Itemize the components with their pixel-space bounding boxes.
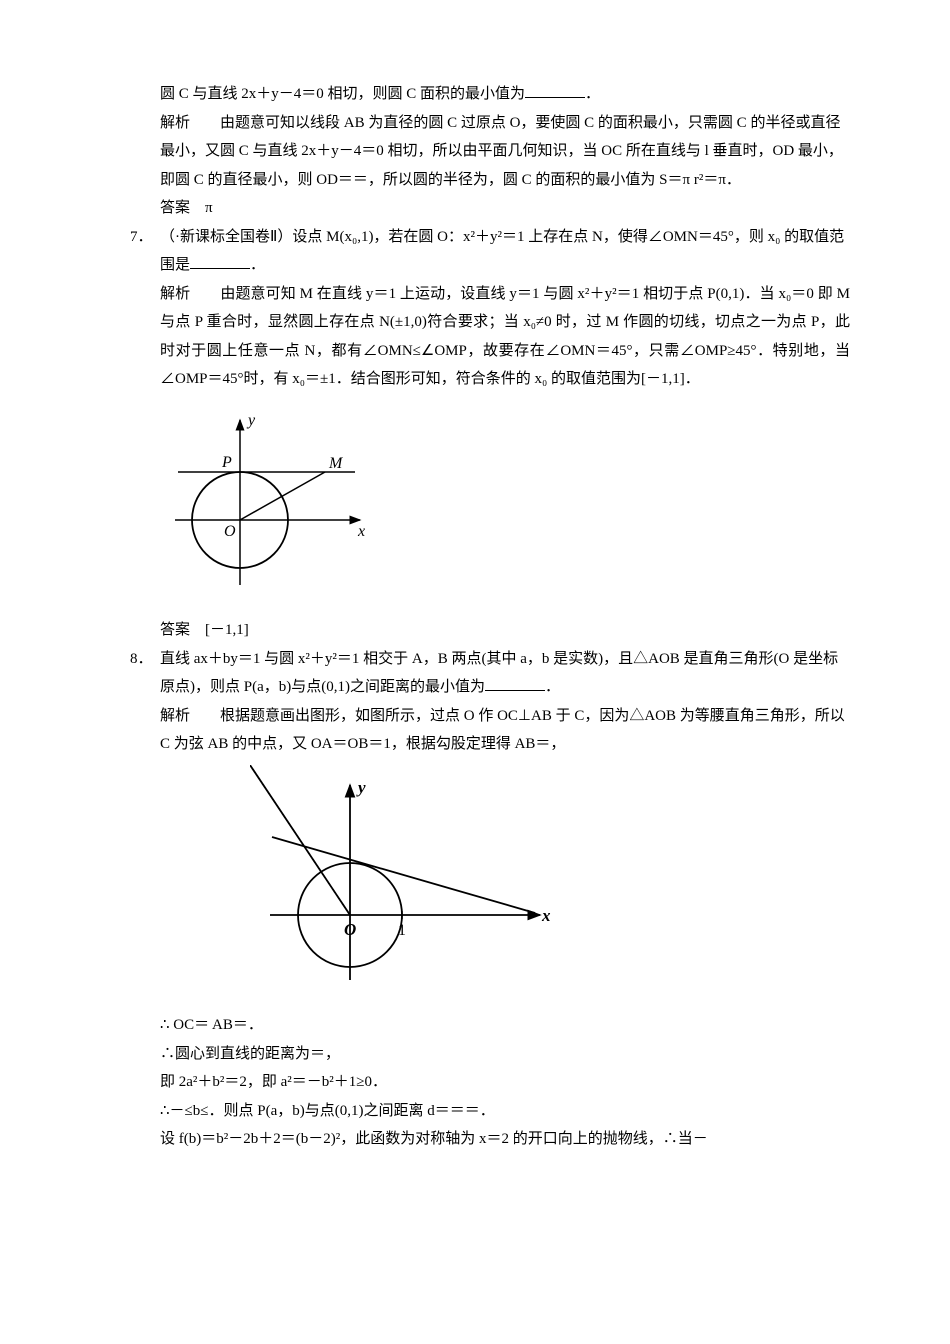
svg-text:O: O — [224, 523, 236, 540]
svg-text:M: M — [328, 455, 344, 472]
p8-figure: ABCO1xy — [130, 765, 850, 1006]
p8-number: 8． — [130, 645, 160, 759]
p6-analysis: 解析 由题意可知以线段 AB 为直径的圆 C 过原点 O，要使圆 C 的面积最小… — [160, 109, 850, 195]
p7-line1: （·新课标全国卷Ⅱ）设点 M(x₀,1)，若在圆 O：x²＋y²＝1 上存在点 … — [160, 223, 850, 280]
p7-answer: 答案 [－1,1] — [130, 616, 850, 645]
svg-text:x: x — [357, 523, 365, 540]
problem-7: 7． （·新课标全国卷Ⅱ）设点 M(x₀,1)，若在圆 O：x²＋y²＝1 上存… — [130, 223, 850, 394]
p8-analysis: 解析 根据题意画出图形，如图所示，过点 O 作 OC⊥AB 于 C，因为△AOB… — [160, 702, 850, 759]
p6-blank — [525, 84, 585, 99]
svg-text:C: C — [250, 765, 262, 769]
p8-l6: ∴－≤b≤．则点 P(a，b)与点(0,1)之间距离 d＝＝＝． — [160, 1097, 850, 1126]
svg-text:y: y — [356, 778, 366, 797]
svg-text:P: P — [221, 454, 232, 471]
p8-l5: 即 2a²＋b²＝2，即 a²＝－b²＋1≥0． — [160, 1068, 850, 1097]
p8-l3: ∴ OC＝ AB＝． — [160, 1011, 850, 1040]
p7-number: 7． — [130, 223, 160, 394]
p8-blank — [485, 677, 545, 692]
p7-analysis: 解析 由题意可知 M 在直线 y＝1 上运动，设直线 y＝1 与圆 x²＋y²＝… — [160, 280, 850, 394]
svg-text:x: x — [541, 906, 551, 925]
p6-answer: 答案 π — [160, 194, 850, 223]
svg-text:O: O — [344, 920, 356, 939]
p6-l1-tail: ． — [585, 86, 600, 102]
p7-figure: P M Ox y — [130, 400, 850, 611]
svg-text:1: 1 — [398, 922, 406, 939]
p8-line1: 直线 ax＋by＝1 与圆 x²＋y²＝1 相交于 A，B 两点(其中 a，b … — [160, 645, 850, 702]
p6-l1-text: 圆 C 与直线 2x＋y－4＝0 相切，则圆 C 面积的最小值为 — [160, 86, 525, 102]
p6-line1: 圆 C 与直线 2x＋y－4＝0 相切，则圆 C 面积的最小值为 ． — [160, 80, 850, 109]
p8-l1-tail: ． — [545, 679, 560, 695]
p8-l7: 设 f(b)＝b²－2b＋2＝(b－2)²，此函数为对称轴为 x＝2 的开口向上… — [160, 1125, 850, 1154]
p8-l4: ∴圆心到直线的距离为＝， — [160, 1040, 850, 1069]
p7-blank — [190, 255, 250, 270]
p7-l1-tail: ． — [250, 257, 265, 273]
problem-8: 8． 直线 ax＋by＝1 与圆 x²＋y²＝1 相交于 A，B 两点(其中 a… — [130, 645, 850, 759]
svg-text:y: y — [246, 412, 256, 429]
